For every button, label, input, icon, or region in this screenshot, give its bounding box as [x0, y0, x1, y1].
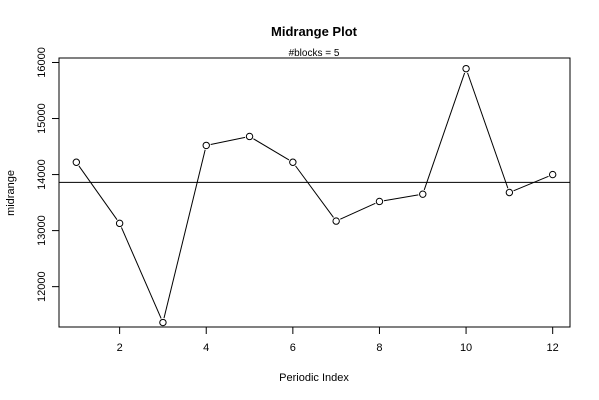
data-point	[159, 318, 167, 327]
y-axis: 12000 13000 14000 15000 16000	[36, 47, 59, 302]
x-tick-label: 6	[290, 342, 296, 354]
chart-title: Midrange Plot	[271, 24, 358, 39]
series-segment	[163, 149, 206, 319]
series-segment	[513, 175, 549, 192]
data-point	[289, 158, 297, 166]
y-tick-label: 13000	[36, 215, 48, 246]
series-segment	[210, 136, 246, 146]
y-tick-label: 14000	[36, 159, 48, 190]
x-tick-label: 4	[203, 342, 209, 354]
x-tick-label: 8	[376, 342, 382, 354]
x-tick-label: 12	[547, 342, 559, 354]
data-point	[245, 132, 254, 141]
series-segment	[383, 194, 419, 202]
x-axis: 2 4 6 8 10 12	[117, 327, 559, 354]
series-segment	[340, 202, 376, 220]
data-point	[462, 64, 470, 73]
x-axis-label: Periodic Index	[279, 372, 349, 384]
data-point	[505, 188, 514, 197]
data-point	[375, 197, 384, 206]
data-point	[419, 190, 427, 198]
data-point	[72, 158, 81, 166]
data-point	[548, 170, 557, 179]
series-segment	[253, 138, 290, 161]
x-tick-label: 10	[460, 342, 472, 354]
plot-frame	[58, 57, 571, 328]
series-segment	[295, 165, 334, 218]
series-segment	[120, 227, 162, 319]
data-point	[115, 219, 124, 228]
data-point	[332, 217, 340, 225]
chart-subtitle: #blocks = 5	[289, 48, 340, 59]
series-layer	[72, 64, 557, 327]
data-point	[202, 141, 210, 150]
series-segment	[78, 165, 118, 220]
y-tick-label: 16000	[36, 47, 48, 78]
series-segment	[467, 72, 509, 189]
x-tick-label: 2	[117, 342, 123, 354]
y-axis-label: midrange	[5, 170, 17, 216]
series-segment	[423, 72, 466, 191]
y-tick-label: 15000	[36, 103, 48, 134]
y-tick-label: 12000	[36, 271, 48, 302]
